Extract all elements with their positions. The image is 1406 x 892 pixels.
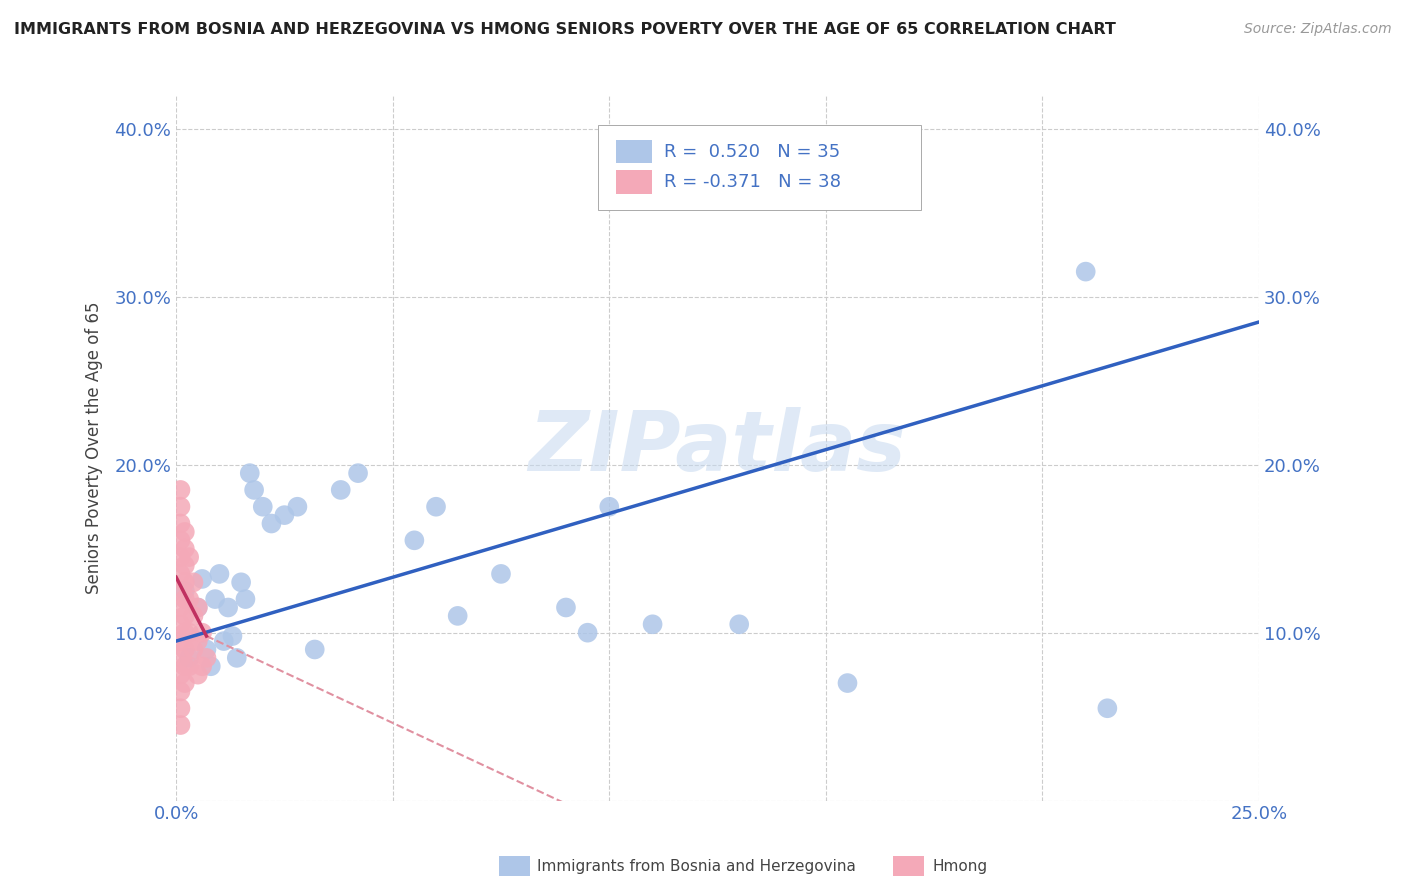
Point <box>221 629 243 643</box>
Point <box>173 676 195 690</box>
Point <box>208 566 231 581</box>
Point <box>187 667 209 681</box>
Point <box>329 483 352 497</box>
Point <box>173 608 195 623</box>
Point <box>183 642 205 657</box>
Point <box>191 659 214 673</box>
Point <box>273 508 295 522</box>
Point <box>191 572 214 586</box>
Point <box>235 592 257 607</box>
Point <box>173 524 195 539</box>
Point <box>225 651 247 665</box>
Point <box>169 718 191 732</box>
Point <box>179 592 201 607</box>
Point <box>187 634 209 648</box>
Text: Immigrants from Bosnia and Herzegovina: Immigrants from Bosnia and Herzegovina <box>537 859 856 873</box>
Point <box>212 634 235 648</box>
Point <box>837 676 859 690</box>
Point <box>195 642 218 657</box>
Point <box>239 466 262 480</box>
Text: Hmong: Hmong <box>932 859 987 873</box>
Point <box>183 608 205 623</box>
Point <box>287 500 309 514</box>
Point <box>229 575 252 590</box>
Point <box>179 625 201 640</box>
Point <box>169 550 191 565</box>
Point <box>169 483 191 497</box>
Y-axis label: Seniors Poverty Over the Age of 65: Seniors Poverty Over the Age of 65 <box>86 301 103 594</box>
Point <box>260 516 283 531</box>
Point <box>169 500 191 514</box>
Point <box>347 466 370 480</box>
Point <box>169 533 191 548</box>
Point <box>179 651 201 665</box>
Point <box>173 541 195 556</box>
Point <box>425 500 447 514</box>
Point <box>598 500 620 514</box>
Point <box>173 575 195 590</box>
Point <box>555 600 578 615</box>
Point <box>217 600 239 615</box>
Point <box>179 550 201 565</box>
Point <box>173 583 195 598</box>
Point <box>169 617 191 632</box>
Point <box>447 608 470 623</box>
Point <box>204 592 226 607</box>
Point <box>641 617 664 632</box>
Point <box>1097 701 1119 715</box>
Point <box>243 483 266 497</box>
Point <box>173 625 195 640</box>
Point <box>187 600 209 615</box>
Point <box>576 625 599 640</box>
Point <box>200 659 222 673</box>
Point <box>169 583 191 598</box>
Point <box>195 651 218 665</box>
Point <box>183 575 205 590</box>
Point <box>404 533 426 548</box>
Point <box>169 667 191 681</box>
Point <box>169 701 191 715</box>
Point <box>169 600 191 615</box>
Point <box>304 642 326 657</box>
Point <box>179 659 201 673</box>
Text: R = -0.371   N = 38: R = -0.371 N = 38 <box>664 173 841 191</box>
Point <box>489 566 512 581</box>
Point <box>252 500 274 514</box>
Point <box>169 651 191 665</box>
Point <box>169 634 191 648</box>
Point <box>169 684 191 698</box>
Text: Source: ZipAtlas.com: Source: ZipAtlas.com <box>1244 22 1392 37</box>
Point <box>173 642 195 657</box>
Point <box>173 659 195 673</box>
Point <box>173 592 195 607</box>
Point <box>187 600 209 615</box>
Point <box>191 625 214 640</box>
Point <box>173 558 195 573</box>
Point <box>1074 265 1097 279</box>
Point <box>169 566 191 581</box>
Point <box>728 617 751 632</box>
Text: IMMIGRANTS FROM BOSNIA AND HERZEGOVINA VS HMONG SENIORS POVERTY OVER THE AGE OF : IMMIGRANTS FROM BOSNIA AND HERZEGOVINA V… <box>14 22 1116 37</box>
Text: R =  0.520   N = 35: R = 0.520 N = 35 <box>664 143 839 161</box>
Text: ZIPatlas: ZIPatlas <box>529 408 907 489</box>
Point <box>169 516 191 531</box>
